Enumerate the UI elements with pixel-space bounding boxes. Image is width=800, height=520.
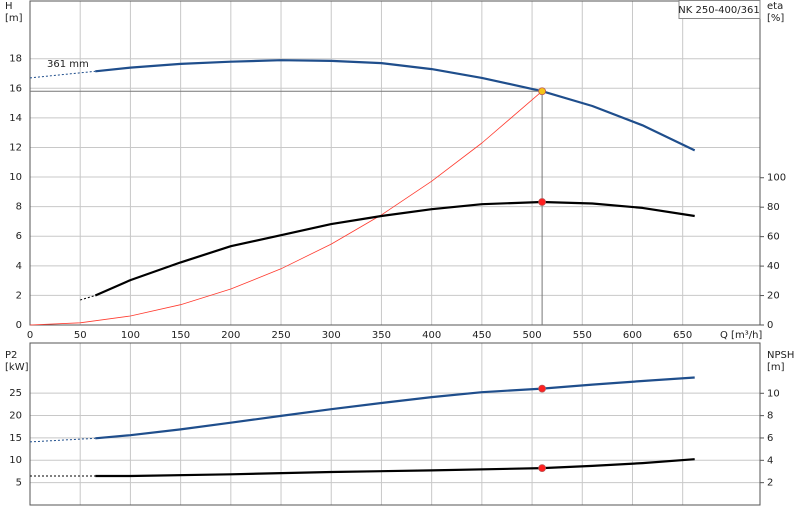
y2-tick-label: 4: [767, 455, 773, 466]
y-tick-label: 25: [9, 388, 22, 399]
x-tick-label: 400: [422, 330, 441, 341]
y-tick-label: 8: [16, 202, 22, 213]
y2-tick-label: 20: [767, 291, 780, 302]
plot-border: [29, 0, 761, 326]
y-axis-label: [kW]: [5, 362, 29, 373]
duty-point: [538, 198, 547, 206]
duty-point: [538, 464, 547, 473]
y2-axis-label: [m]: [767, 362, 785, 373]
curve-extension: [80, 295, 96, 301]
x-tick-label: 0: [27, 330, 33, 341]
y-tick-label: 20: [9, 410, 22, 421]
x-tick-label: 100: [121, 330, 140, 341]
y-tick-label: 14: [9, 113, 22, 124]
y2-tick-label: 60: [767, 232, 780, 243]
y-tick-label: 16: [9, 83, 22, 94]
y-tick-label: 12: [9, 142, 22, 153]
y-tick-label: 15: [9, 433, 22, 444]
y2-tick-label: 0: [767, 320, 773, 331]
x-tick-label: 50: [74, 330, 87, 341]
y2-tick-label: 8: [767, 411, 773, 422]
x-tick-label: 200: [221, 330, 240, 341]
y-tick-label: 6: [16, 231, 22, 242]
y-tick-label: 5: [16, 478, 22, 489]
y2-axis-label: NPSH: [767, 350, 794, 361]
curve: [95, 458, 695, 478]
x-tick-label: 300: [322, 330, 341, 341]
y2-tick-label: 2: [767, 478, 773, 489]
y-tick-label: 10: [9, 455, 22, 466]
title-box: [678, 0, 761, 19]
plot-border: [29, 342, 761, 506]
y-tick-label: 0: [16, 320, 22, 331]
plot-area: [30, 1, 760, 325]
curve: [94, 200, 695, 297]
x-tick-label: 150: [171, 330, 190, 341]
curve: [95, 376, 695, 440]
y-tick-label: 18: [9, 54, 22, 65]
x-tick-label: 550: [573, 330, 592, 341]
curve: [29, 90, 543, 326]
y2-tick-label: 80: [767, 202, 780, 213]
y-axis-label: [m]: [5, 13, 23, 24]
y2-tick-label: 6: [767, 433, 773, 444]
y2-tick-label: 10: [767, 388, 780, 399]
plot-area: [30, 343, 760, 505]
y-tick-label: 10: [9, 172, 22, 183]
x-tick-label: 450: [472, 330, 491, 341]
x-tick-label: 500: [523, 330, 542, 341]
x-tick-label: 650: [673, 330, 692, 341]
curve-extension: [29, 437, 96, 443]
x-tick-label: 250: [271, 330, 290, 341]
y-axis-label: H: [5, 1, 13, 12]
x-axis-label: Q [m³/h]: [720, 330, 762, 341]
y-tick-label: 4: [16, 261, 22, 272]
duty-point: [538, 87, 547, 96]
impeller-annotation: 361 mm: [47, 59, 89, 70]
y2-axis-label: eta: [767, 1, 783, 12]
y-tick-label: 2: [16, 290, 22, 301]
x-tick-label: 600: [623, 330, 642, 341]
y2-tick-label: 100: [767, 173, 786, 184]
curve: [95, 59, 696, 152]
curve-extension: [29, 70, 96, 79]
y2-axis-label: [%]: [767, 13, 784, 24]
y2-tick-label: 40: [767, 261, 780, 272]
duty-point: [538, 384, 547, 393]
y-axis-label: P2: [5, 350, 17, 361]
chart-title: NK 250-400/361: [678, 5, 759, 16]
x-tick-label: 350: [372, 330, 391, 341]
